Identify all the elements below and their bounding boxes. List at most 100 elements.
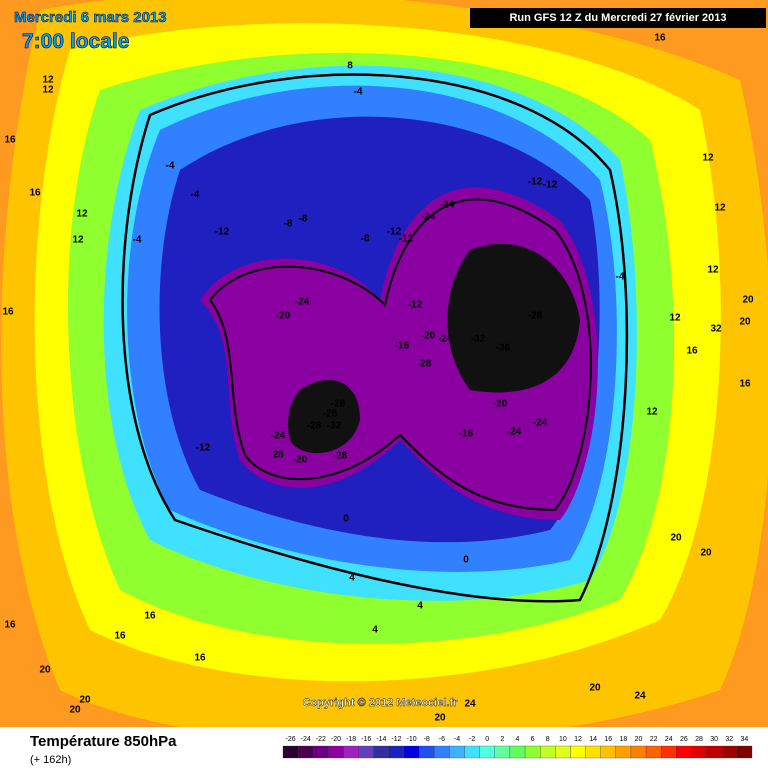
contour-label: -24 (507, 427, 522, 438)
legend-swatch (297, 745, 314, 759)
legend-value: 18 (620, 736, 628, 743)
legend-swatch (328, 745, 344, 759)
contour-label: -20 (293, 455, 308, 466)
legend-value: 26 (680, 736, 688, 743)
legend-value: -10 (407, 736, 417, 743)
legend-value: 24 (665, 736, 673, 743)
legend-value: 32 (725, 736, 733, 743)
contour-label: -32 (327, 421, 342, 432)
contour-label: 16 (4, 620, 16, 631)
contour-label: 20 (742, 295, 754, 306)
run-box (470, 8, 766, 28)
contour-label: -28 (331, 399, 346, 410)
contour-label: 0 (343, 514, 349, 525)
contour-label: -4 (616, 272, 625, 283)
contour-label: 20 (670, 533, 682, 544)
contour-label: -28 (528, 311, 543, 322)
contour-label: -24 (438, 334, 453, 345)
contour-label: 12 (707, 265, 719, 276)
legend-swatch (600, 745, 616, 759)
contour-label: 4 (349, 573, 355, 584)
contour-label: 20 (39, 665, 51, 676)
contour-label: 16 (686, 346, 698, 357)
contour-label: 16 (29, 188, 41, 199)
contour-label: -24 (533, 418, 548, 429)
contour-label: -28 (417, 359, 432, 370)
contour-label: -12 (399, 234, 414, 245)
contour-label: 16 (144, 611, 156, 622)
legend-swatch (706, 745, 722, 759)
legend-swatch (661, 745, 677, 759)
legend-swatch (555, 745, 571, 759)
legend-value: 22 (650, 736, 658, 743)
contour-label: -24 (271, 431, 286, 442)
legend-swatch (630, 745, 647, 759)
legend-swatch (509, 745, 526, 759)
legend-swatch (343, 745, 359, 759)
contour-label: -28 (307, 421, 322, 432)
legend-value: 0 (485, 736, 489, 743)
contour-label: -4 (133, 235, 142, 246)
legend-value: 16 (604, 736, 612, 743)
contour-label: 20 (700, 548, 712, 559)
contour-label: -28 (323, 409, 338, 420)
contour-label: -8 (299, 214, 308, 225)
contour-label: -32 (471, 334, 486, 345)
contour-label: 12 (702, 153, 714, 164)
legend-value: -26 (286, 736, 296, 743)
contour-label: -4 (354, 87, 363, 98)
copyright: Copyright © 2012 Meteociel.fr (303, 697, 459, 709)
contour-label: 16 (739, 379, 751, 390)
contour-label: -12 (528, 177, 543, 188)
contour-line (121, 73, 629, 603)
contour-label: -8 (361, 234, 370, 245)
legend-value: 4 (516, 736, 520, 743)
contour-label: 20 (434, 713, 446, 724)
legend-swatch (358, 745, 374, 759)
legend-value: -22 (316, 736, 326, 743)
legend-value: 12 (574, 736, 582, 743)
legend-swatch (585, 745, 601, 759)
contour-label: 12 (72, 235, 84, 246)
legend-value: 10 (559, 736, 567, 743)
footer-title: Température 850hPa (30, 733, 177, 750)
contour-label: 16 (4, 135, 16, 146)
legend-swatch (479, 745, 495, 759)
legend-swatch (403, 745, 420, 759)
contour-label: -24 (440, 200, 455, 211)
footer-lead: (+ 162h) (30, 754, 71, 766)
contour-label: -20 (493, 399, 508, 410)
contour-label: 16 (194, 653, 206, 664)
color-legend: -26 -24 -22 -20 -18 -16 -14 -12 -10 -8 -6 -4 -2 0 2 4 6 8… (282, 736, 753, 759)
legend-value: -12 (391, 736, 401, 743)
legend-swatch (615, 745, 632, 759)
contour-label: -12 (387, 227, 402, 238)
legend-value: -8 (424, 736, 430, 743)
legend-value: 6 (531, 736, 535, 743)
legend-swatch (645, 745, 662, 759)
legend-swatch (419, 745, 435, 759)
zone-neg28 (447, 243, 580, 393)
legend-swatch (434, 745, 450, 759)
legend-swatch (313, 745, 329, 759)
legend-value: -6 (439, 736, 445, 743)
contour-label: 12 (646, 407, 658, 418)
contour-label: -4 (191, 190, 200, 201)
legend-swatch (524, 745, 541, 759)
time-label: 7:00 locale (22, 30, 129, 53)
legend-value: 8 (546, 736, 550, 743)
legend-value: -4 (454, 736, 460, 743)
zone-neg28b (288, 380, 360, 454)
legend-swatch (388, 745, 405, 759)
legend-value: -2 (469, 736, 475, 743)
legend-value: 14 (589, 736, 597, 743)
legend-value: 2 (500, 736, 504, 743)
contour-label: 20 (69, 705, 81, 716)
date-label: Mercredi 6 mars 2013 (14, 9, 167, 26)
contour-label: -8 (284, 219, 293, 230)
contour-label: -12 (196, 443, 211, 454)
contour-label: -24 (295, 297, 310, 308)
